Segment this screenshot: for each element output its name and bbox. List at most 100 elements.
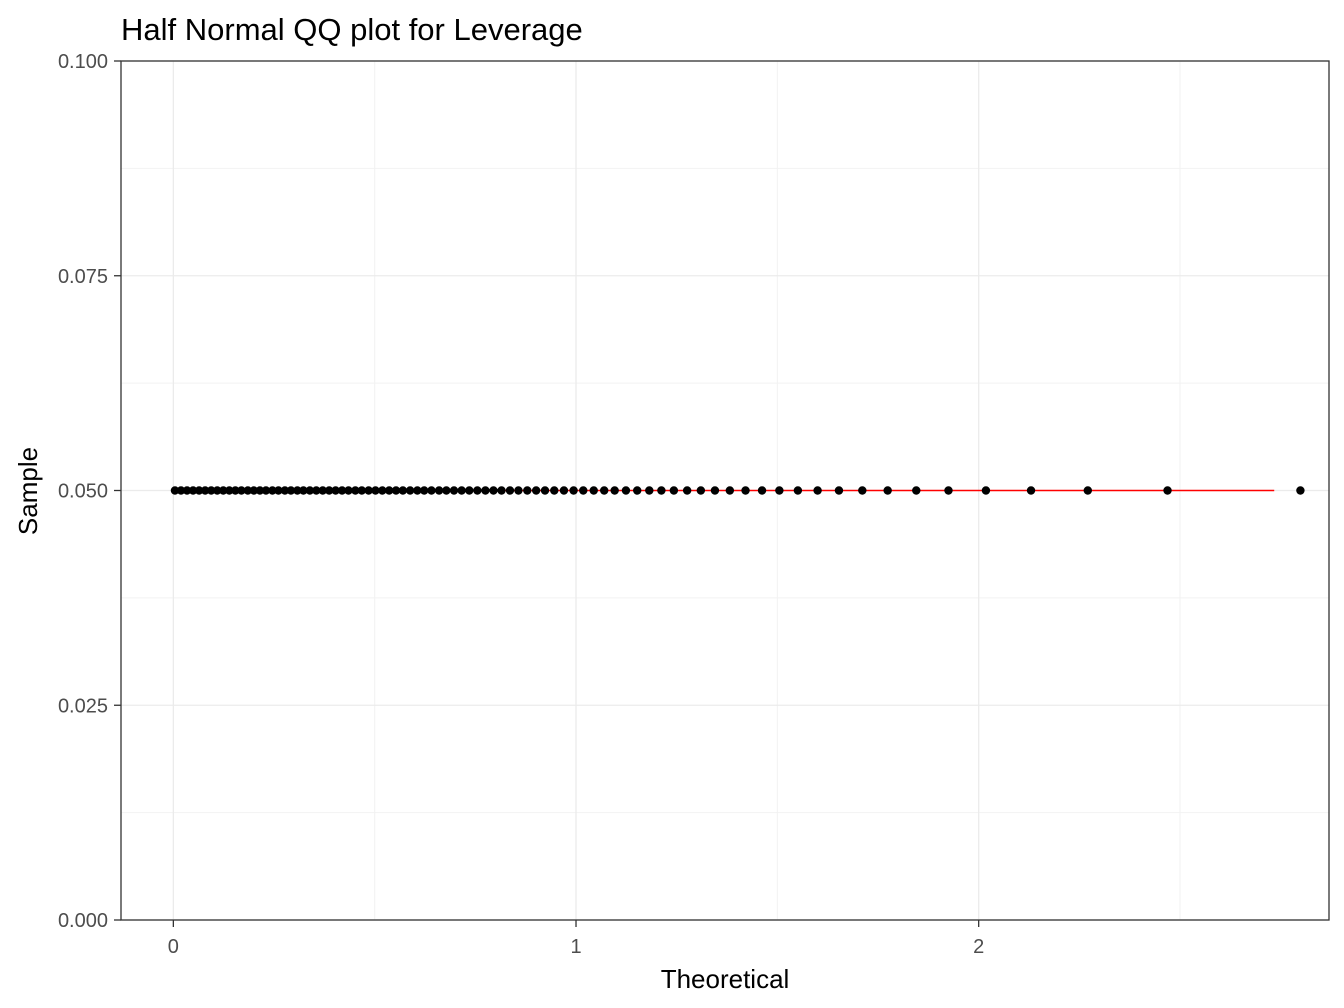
data-point [505, 486, 515, 495]
data-point [286, 486, 296, 495]
data-point [682, 486, 692, 495]
data-point [465, 486, 474, 495]
data-point [514, 486, 523, 495]
data-point [299, 486, 308, 495]
data-point [741, 486, 750, 495]
data-point [912, 486, 921, 495]
y-tick-label: 0.050 [58, 481, 108, 503]
data-point [497, 486, 506, 495]
data-point [775, 486, 784, 495]
data-point [420, 486, 429, 495]
data-point [600, 486, 609, 495]
data-point [669, 486, 679, 495]
data-point [378, 486, 387, 495]
data-point [481, 486, 490, 495]
x-tick-label: 2 [973, 936, 984, 958]
x-tick-label: 1 [570, 936, 581, 958]
data-point [757, 486, 767, 495]
data-point [324, 486, 334, 495]
y-axis-title: Sample [13, 447, 43, 535]
data-point [696, 486, 706, 495]
data-point [1296, 486, 1305, 495]
data-point [219, 486, 228, 495]
data-point [249, 486, 259, 495]
data-point [883, 486, 892, 495]
axes: 0 1 2 0.000 0.025 0.050 0.075 0.100 [58, 51, 984, 958]
data-point [293, 486, 302, 495]
data-point [579, 486, 588, 495]
data-point [206, 486, 216, 495]
data-point [364, 486, 373, 495]
data-point [331, 486, 340, 495]
data-point [793, 486, 803, 495]
data-point [344, 486, 353, 495]
data-point [442, 486, 451, 495]
x-tick-label: 0 [168, 936, 179, 958]
data-point [633, 486, 642, 495]
data-point [188, 486, 198, 495]
y-tick-label: 0.075 [58, 266, 108, 288]
data-point [337, 486, 347, 495]
data-point [261, 486, 271, 495]
data-point [398, 486, 408, 495]
data-point [280, 486, 290, 495]
data-point [243, 486, 253, 495]
data-point [710, 486, 720, 495]
data-point [357, 486, 366, 495]
data-point [427, 486, 436, 495]
data-point [182, 486, 192, 495]
y-tick-label: 0.000 [58, 910, 108, 932]
x-axis-title: Theoretical [661, 964, 790, 994]
data-point [268, 486, 277, 495]
data-point [384, 486, 394, 495]
data-point [312, 486, 321, 495]
data-point [489, 486, 498, 495]
data-point [255, 486, 265, 495]
data-point [645, 486, 654, 495]
data-point [237, 486, 246, 495]
data-point [176, 486, 186, 495]
data-point [610, 486, 619, 495]
data-point [457, 486, 466, 495]
data-point [834, 486, 844, 495]
data-point [559, 486, 569, 495]
data-point [1026, 486, 1036, 495]
data-point [449, 486, 459, 495]
data-point [200, 486, 210, 495]
data-point [231, 486, 240, 495]
data-point [213, 486, 222, 495]
data-point [318, 486, 327, 495]
data-point [858, 486, 867, 495]
point-layer [170, 486, 1305, 495]
data-point [170, 486, 180, 495]
data-point [305, 486, 315, 495]
data-point [944, 486, 953, 495]
data-point [274, 486, 283, 495]
data-point [621, 486, 631, 495]
data-point [1083, 486, 1093, 495]
data-point [351, 486, 360, 495]
data-point [371, 486, 380, 495]
data-point [981, 486, 991, 495]
data-point [531, 486, 541, 495]
data-point [194, 486, 204, 495]
data-point [523, 486, 532, 495]
data-point [813, 486, 822, 495]
data-point [391, 486, 401, 495]
data-point [434, 486, 444, 495]
data-point [405, 486, 415, 495]
data-point [550, 486, 559, 495]
data-point [413, 486, 422, 495]
data-point [589, 486, 598, 495]
data-point [1163, 486, 1172, 495]
data-point [725, 486, 735, 495]
data-point [225, 486, 234, 495]
data-point [569, 486, 578, 495]
chart-title: Half Normal QQ plot for Leverage [121, 12, 583, 47]
y-tick-label: 0.025 [58, 695, 108, 717]
y-tick-label: 0.100 [58, 51, 108, 73]
data-point [540, 486, 550, 495]
data-point [657, 486, 666, 495]
